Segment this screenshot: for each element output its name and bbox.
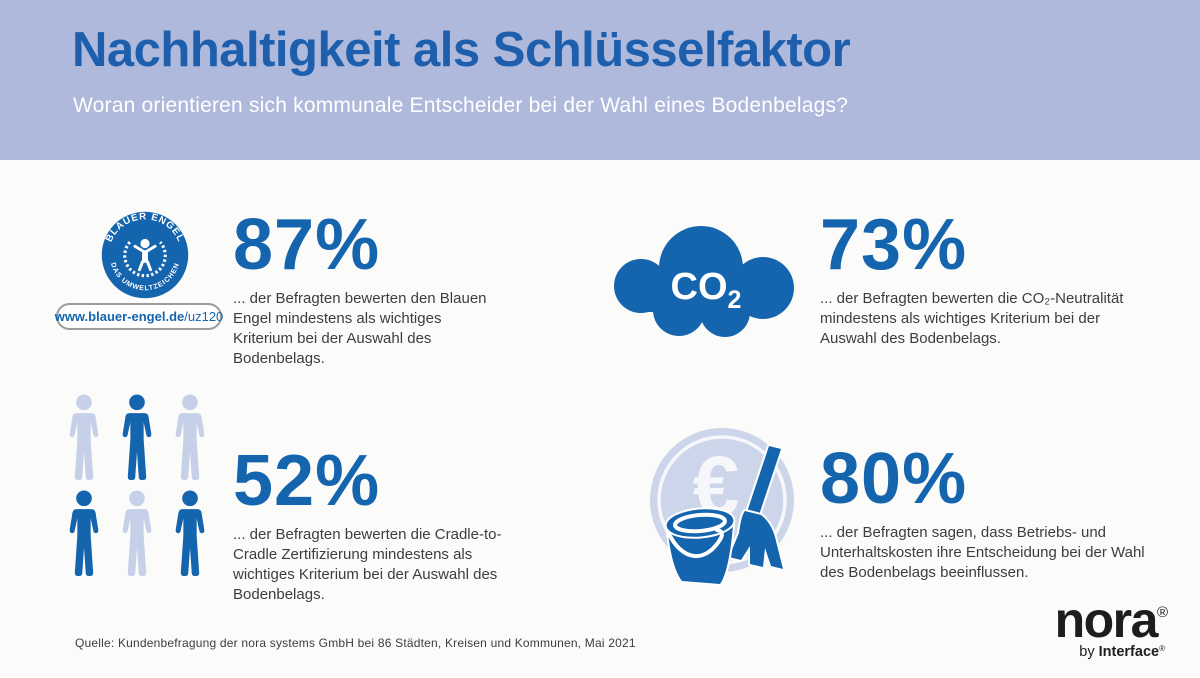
header-banner: Nachhaltigkeit als Schlüsselfaktor Woran… [0,0,1200,160]
co2-cloud-icon: CO2 [614,226,794,337]
blauer-engel-seal-icon: BLAUER ENGEL DAS UMWELTZEICHEN [101,211,189,299]
stat-description: ... der Befragten bewerten die Cradle-to… [233,526,502,604]
people-pictogram [64,394,210,578]
byline-company: Interface [1098,644,1160,660]
brand-byline: by Interface® [1032,644,1168,660]
person-icon [64,490,104,578]
registered-mark-small: ® [1159,644,1165,653]
page-subtitle: Woran orientieren sich kommunale Entsche… [73,94,849,117]
stat-description: ... der Befragten bewerten die CO₂-Neutr… [820,290,1124,348]
blauer-engel-url-link[interactable]: www.blauer-engel.de/uz120 [54,303,224,330]
page-title: Nachhaltigkeit als Schlüsselfaktor [72,23,851,77]
stat-blauer-engel: 87% ... der Befragten bewerten den Blaue… [233,205,491,369]
person-icon [117,490,157,578]
brand-name: nora® [1032,590,1168,645]
brand-name-text: nora [1054,592,1159,648]
url-text-bold: www.blauer-engel.de [54,309,185,324]
bucket-icon [664,507,736,586]
person-icon [117,394,157,482]
source-note: Quelle: Kundenbefragung der nora systems… [75,636,636,650]
stat-co2-neutralitaet: 73% ... der Befragten bewerten die CO₂-N… [820,205,1150,349]
stat-value: 80% [820,439,968,519]
stat-description: ... der Befragten bewerten den Blauen En… [233,290,487,368]
url-text-light: /uz120 [184,309,224,324]
stat-betriebskosten: 80% ... der Befragten sagen, dass Betrie… [820,439,1150,583]
stat-value: 52% [233,441,381,521]
registered-mark: ® [1156,604,1168,621]
person-icon [170,490,210,578]
broom-icon [727,444,785,571]
stat-value: 87% [233,205,381,285]
svg-text:CO2: CO2 [671,266,742,314]
person-icon [170,394,210,482]
seal-figure [133,238,157,272]
cloud-co-subscript: 2 [728,286,742,314]
cloud-co-label: CO [671,266,728,308]
stat-cradle-to-cradle: 52% ... der Befragten bewerten die Cradl… [233,441,538,605]
euro-coin-cleaning-icon: € [650,428,794,586]
byline-prefix: by [1079,644,1095,660]
stat-description: ... der Befragten sagen, dass Betriebs- … [820,524,1145,582]
person-icon [64,394,104,482]
stat-value: 73% [820,205,968,285]
nora-logo: nora® by Interface® [1032,590,1168,660]
